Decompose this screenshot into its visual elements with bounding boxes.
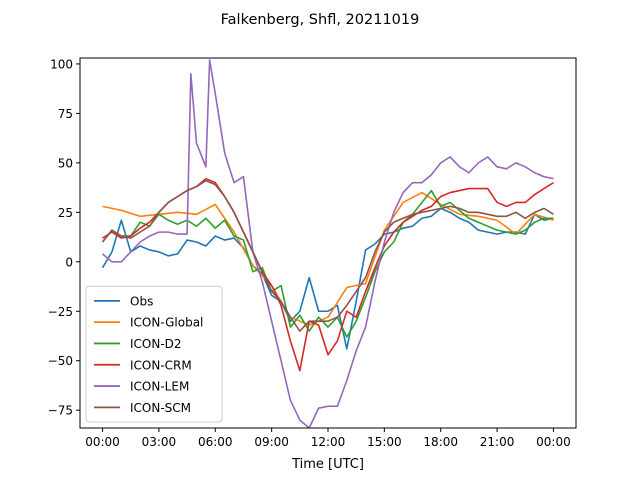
- x-tick-label: 00:00: [536, 435, 571, 449]
- y-tick-label: −75: [48, 404, 73, 418]
- legend: Obs ICON-Global ICON-D2 ICON-CRM ICON-LEM ICO…: [85, 285, 223, 423]
- series-line-icon-global: [102, 191, 554, 326]
- x-tick-label: 09:00: [254, 435, 289, 449]
- x-tick-label: 03:00: [142, 435, 177, 449]
- x-tick-label: 12:00: [311, 435, 346, 449]
- series-line-icon-d2: [101, 189, 554, 338]
- y-tick-label: 50: [58, 156, 73, 170]
- legend-label: ICON-SCM: [130, 401, 191, 415]
- x-tick-label: 18:00: [423, 435, 458, 449]
- y-tick-label: −50: [48, 354, 73, 368]
- plot-area: [101, 59, 554, 428]
- legend-label: ICON-D2: [130, 337, 182, 351]
- chart-title: Falkenberg, Shfl, 20211019: [221, 12, 420, 28]
- x-axis: 00:00 03:00 06:00 09:00 12:00 15:00 18:00 21:00…: [85, 428, 571, 449]
- x-tick-label: 00:00: [85, 435, 120, 449]
- y-tick-label: 100: [50, 57, 73, 71]
- y-tick-label: 25: [58, 206, 73, 220]
- x-axis-label: Time [UTC]: [291, 457, 364, 472]
- legend-label: ICON-CRM: [130, 358, 192, 372]
- x-tick-label: 15:00: [367, 435, 402, 449]
- y-tick-label: 0: [65, 255, 73, 269]
- legend-label: Obs: [130, 294, 153, 308]
- y-tick-label: 75: [58, 107, 73, 121]
- axes-frame: [79, 57, 577, 429]
- series-line-obs: [101, 207, 554, 350]
- legend-label: ICON-Global: [130, 316, 203, 330]
- x-tick-label: 06:00: [198, 435, 233, 449]
- y-tick-label: −25: [48, 305, 73, 319]
- series-line-icon-scm: [101, 179, 554, 332]
- series-line-icon-lem: [102, 59, 554, 428]
- legend-label: ICON-LEM: [130, 380, 189, 394]
- legend-box: [85, 285, 223, 423]
- y-axis: −75 −50 −25 0 25 50 75 100: [48, 57, 80, 418]
- x-tick-label: 21:00: [480, 435, 515, 449]
